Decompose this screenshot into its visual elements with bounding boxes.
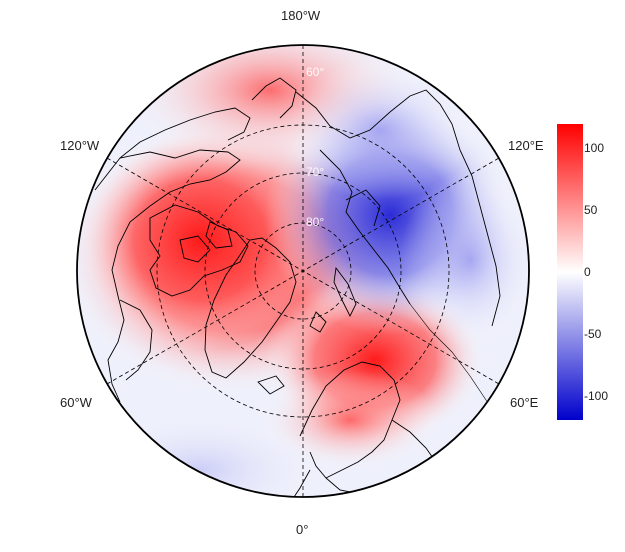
anomaly-field xyxy=(77,45,529,497)
lat-circle-70 xyxy=(204,172,402,370)
north-america-coast xyxy=(94,149,241,403)
colorbar-tick-50: 50 xyxy=(584,203,598,217)
canadian-archipelago-coast xyxy=(149,204,249,297)
lon-label-180w: 180°W xyxy=(281,8,321,23)
colorbar-tick-neg100: -100 xyxy=(584,389,609,403)
lon-label-120e: 120°E xyxy=(508,138,544,153)
lon-label-0: 0° xyxy=(296,522,309,537)
colorbar xyxy=(557,124,583,420)
meridian-60w-120e xyxy=(106,157,500,385)
lon-label-120w: 120°W xyxy=(60,138,100,153)
greenland-coast xyxy=(204,237,297,379)
scandinavia-coast xyxy=(299,361,401,479)
lat-label-70: 70° xyxy=(306,165,324,179)
colorbar-tick-0: 0 xyxy=(584,265,591,279)
alaska-coast xyxy=(119,107,251,159)
siberia-coast xyxy=(295,89,501,327)
colorbar-tick-100: 100 xyxy=(584,141,605,155)
lat-label-60: 60° xyxy=(306,65,324,79)
graticule xyxy=(106,45,500,497)
map-border xyxy=(76,44,530,498)
colorbar-tick-neg50: -50 xyxy=(584,327,602,341)
lon-label-60e: 60°E xyxy=(510,395,539,410)
lon-label-60w: 60°W xyxy=(60,395,92,410)
lat-label-80: 80° xyxy=(306,215,324,229)
